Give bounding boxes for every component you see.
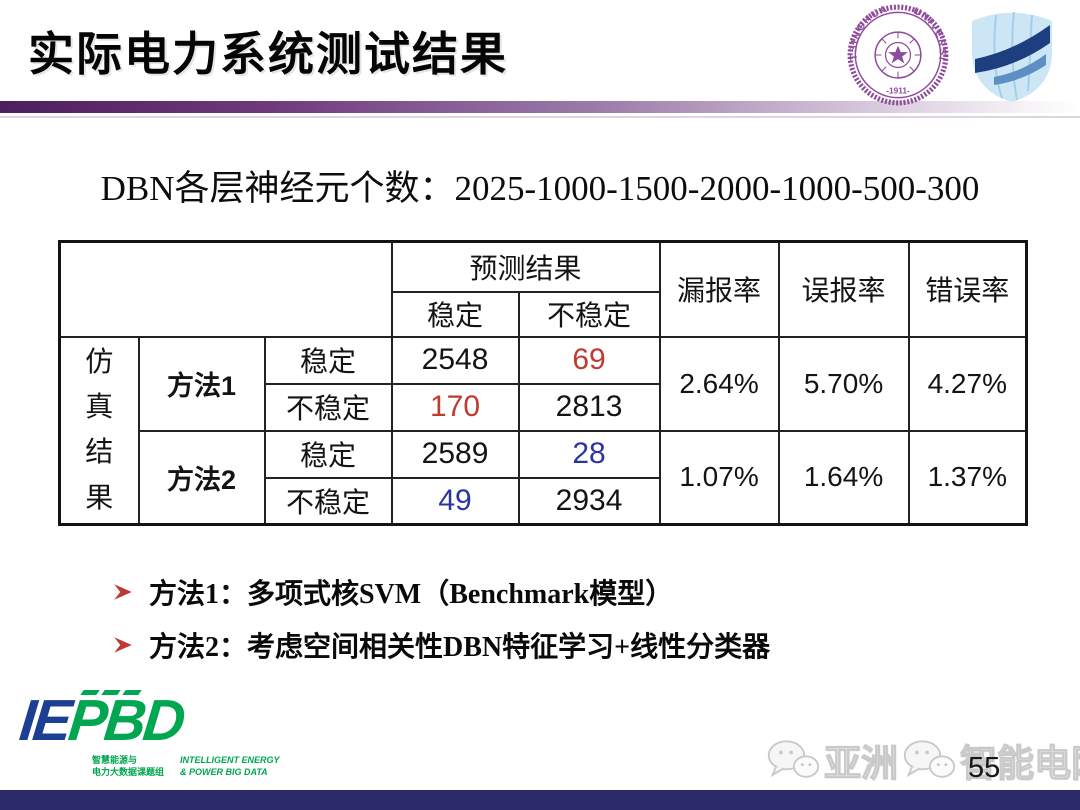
wechat-bubbles-icon [767,740,820,778]
m2-actual-unstable-label: 不稳定 [263,476,393,526]
table-corner-cell [58,240,393,338]
m1-actual-unstable-label: 不稳定 [263,382,393,432]
method-2-label: 方法2 [137,429,266,526]
bullet-text-method2: 方法2：考虑空间相关性DBN特征学习+线性分类器 [149,632,771,663]
m2-error-rate: 1.37% [907,429,1028,526]
m2-unstable-stable-value: 49 [390,476,520,526]
page-title: 实际电力系统测试结果 [28,28,508,80]
m2-stable-unstable-value: 28 [517,429,661,479]
header-pred-stable: 稳定 [390,290,520,338]
watermark-text-part2: 智能电网 [959,742,1080,784]
wechat-watermark: 亚洲 智能电网 [765,733,1080,787]
m1-stable-stable-value: 2548 [390,335,520,385]
title-divider-bar [0,101,1080,113]
m2-stable-stable-value: 2589 [390,429,520,479]
m1-false-alarm-rate: 5.70% [777,335,910,432]
m1-miss-rate: 2.64% [658,335,780,432]
m1-unstable-stable-value: 170 [390,382,520,432]
header-false-alarm-rate: 误报率 [777,240,910,338]
header-pred-unstable: 不稳定 [517,290,661,338]
m2-false-alarm-rate: 1.64% [777,429,910,526]
tsinghua-university-seal-logo: TSINGHUA UNIVERSITY -1911- [845,3,949,106]
header-error-rate: 错误率 [907,240,1028,338]
seal-text-tsinghua: TSINGHUA [848,4,888,61]
dbn-layer-config-text: DBN各层神经元个数：2025-1000-1500-2000-1000-500-… [100,169,980,208]
m2-unstable-unstable-value: 2934 [517,476,661,526]
watermark-text-part1: 亚洲 [823,742,898,784]
results-table: 预测结果 漏报率 误报率 错误率 稳定 不稳定 仿真结果 方法1 稳定 2548… [58,240,1029,526]
header-miss-rate: 漏报率 [658,240,780,338]
iepbd-logo: IEPBD 智慧能源与 电力大数据课题组 INTELLIGENT ENERGY … [16,688,280,778]
iepbd-caption-english: INTELLIGENT ENERGY & POWER BIG DATA [180,755,280,777]
list-item: 方法1：多项式核SVM（Benchmark模型） [112,572,770,612]
svg-text:TSINGHUA: TSINGHUA [848,4,890,61]
wechat-bubbles-icon [903,740,956,778]
m1-error-rate: 4.27% [907,335,1028,432]
m2-actual-stable-label: 稳定 [263,429,393,479]
row-group-simulation-results: 仿真结果 [58,335,140,526]
seal-year: -1911- [886,85,910,95]
m1-actual-stable-label: 稳定 [263,335,393,385]
page-number: 55 [968,752,1001,784]
red-arrow-bullet-icon [114,584,132,600]
m2-miss-rate: 1.07% [658,429,780,526]
iepbd-caption-chinese: 智慧能源与 电力大数据课题组 [92,755,165,777]
iepbd-captions: 智慧能源与 电力大数据课题组 INTELLIGENT ENERGY & POWE… [92,755,280,778]
red-arrow-bullet-icon [114,637,132,653]
shield-logo [972,11,1052,102]
bullet-text-method1: 方法1：多项式核SVM（Benchmark模型） [149,579,674,610]
list-item: 方法2：考虑空间相关性DBN特征学习+线性分类器 [112,625,770,665]
iepbd-letters: IEPBD [16,688,186,753]
method-1-label: 方法1 [137,335,266,432]
title-divider-line [0,116,1080,118]
footer-bar [0,790,1080,810]
notes-list: 方法1：多项式核SVM（Benchmark模型） 方法2：考虑空间相关性DBN特… [112,572,770,665]
header-prediction-result: 预测结果 [390,240,661,293]
m1-stable-unstable-value: 69 [517,335,661,385]
m1-unstable-unstable-value: 2813 [517,382,661,432]
